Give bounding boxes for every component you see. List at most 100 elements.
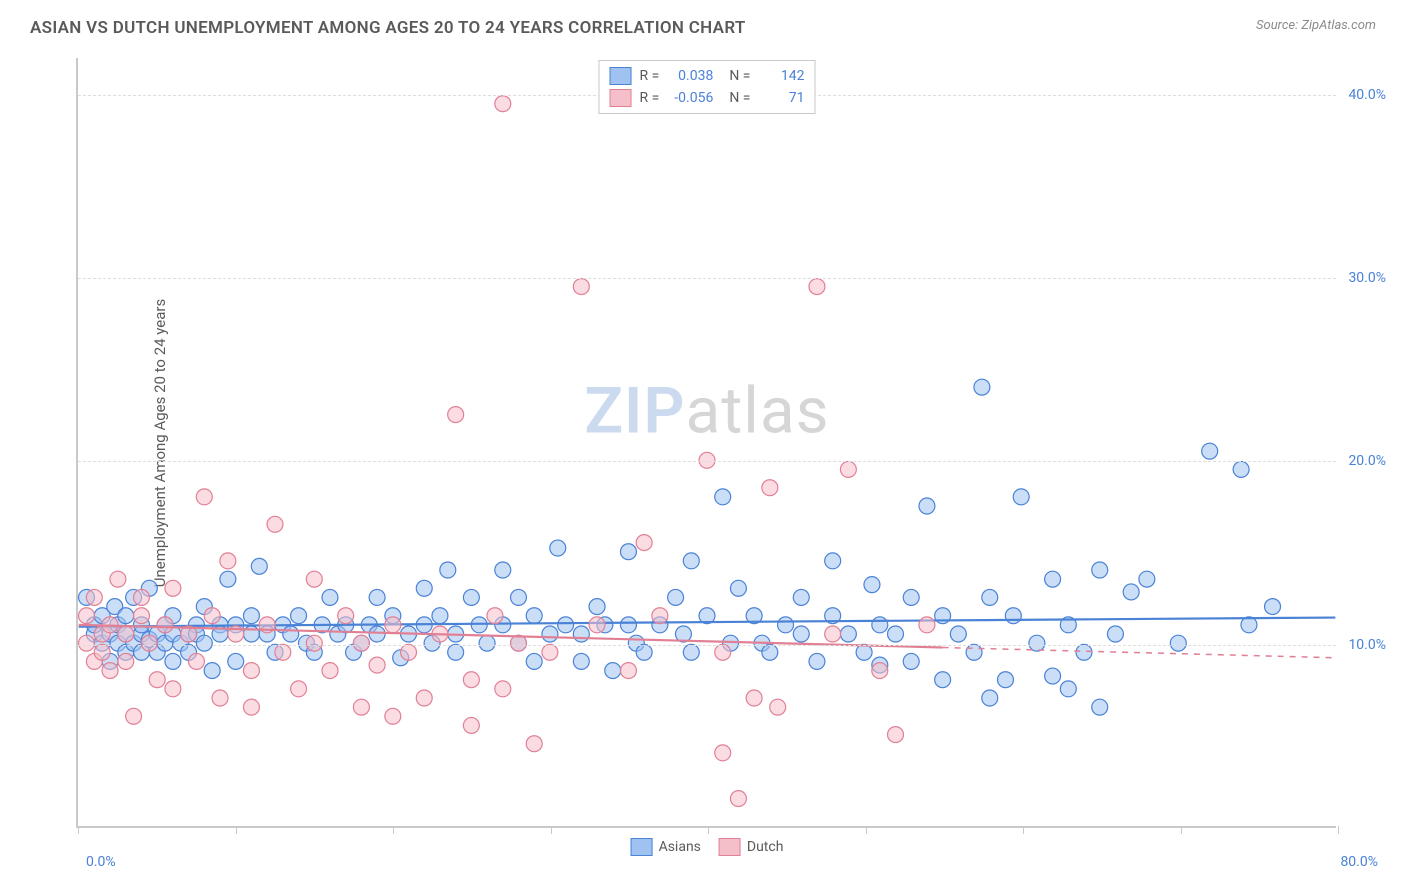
scatter-point (950, 626, 966, 642)
scatter-point (463, 672, 479, 688)
scatter-point (526, 653, 542, 669)
scatter-point (683, 644, 699, 660)
scatter-point (306, 635, 322, 651)
x-tick (866, 826, 867, 834)
legend-label: Asians (659, 839, 701, 855)
scatter-point (864, 577, 880, 593)
scatter-point (620, 617, 636, 633)
plot-area: ZIPatlas R =0.038N =142R =-0.056N =71 0.… (76, 58, 1336, 828)
y-tick-label: 10.0% (1348, 637, 1386, 653)
scatter-point (997, 672, 1013, 688)
scatter-point (204, 663, 220, 679)
scatter-point (825, 626, 841, 642)
scatter-point (1013, 489, 1029, 505)
trend-line-extrapolated (943, 647, 1336, 657)
scatter-point (251, 558, 267, 574)
scatter-point (1060, 681, 1076, 697)
scatter-point (1265, 599, 1281, 615)
gridline (78, 645, 1336, 646)
scatter-point (903, 589, 919, 605)
scatter-point (636, 535, 652, 551)
scatter-point (1045, 571, 1061, 587)
legend-item: Asians (631, 838, 701, 856)
scatter-point (126, 708, 142, 724)
scatter-point (353, 635, 369, 651)
scatter-point (220, 571, 236, 587)
scatter-point (762, 644, 778, 660)
stat-n-value: 71 (758, 90, 804, 106)
scatter-point (243, 663, 259, 679)
scatter-point (856, 644, 872, 660)
scatter-point (118, 653, 134, 669)
x-tick (236, 826, 237, 834)
scatter-point (888, 727, 904, 743)
scatter-point (149, 672, 165, 688)
scatter-point (542, 644, 558, 660)
gridline (78, 461, 1336, 462)
scatter-point (267, 516, 283, 532)
scatter-point (463, 589, 479, 605)
scatter-point (369, 589, 385, 605)
scatter-point (730, 791, 746, 807)
scatter-point (589, 599, 605, 615)
scatter-point (353, 699, 369, 715)
x-tick (78, 826, 79, 834)
scatter-point (1170, 635, 1186, 651)
scatter-point (118, 608, 134, 624)
y-tick-label: 30.0% (1348, 270, 1386, 286)
stat-r-value: -0.056 (667, 90, 713, 106)
scatter-point (79, 608, 95, 624)
stat-n-value: 142 (758, 68, 804, 84)
scatter-point (778, 617, 794, 633)
scatter-point (840, 626, 856, 642)
scatter-point (495, 96, 511, 112)
scatter-point (243, 699, 259, 715)
scatter-point (196, 635, 212, 651)
scatter-point (526, 608, 542, 624)
scatter-point (291, 608, 307, 624)
scatter-point (935, 672, 951, 688)
scatter-point (982, 589, 998, 605)
scatter-point (1029, 635, 1045, 651)
scatter-point (306, 571, 322, 587)
scatter-point (212, 690, 228, 706)
stat-n-label: N = (729, 68, 750, 84)
x-tick (551, 826, 552, 834)
scatter-point (620, 544, 636, 560)
legend-stat-row: R =-0.056N =71 (610, 87, 805, 109)
scatter-point (385, 708, 401, 724)
scatter-point (699, 452, 715, 468)
scatter-point (825, 553, 841, 569)
scatter-point (495, 681, 511, 697)
scatter-point (118, 626, 134, 642)
scatter-point (511, 589, 527, 605)
scatter-point (840, 461, 856, 477)
x-tick (708, 826, 709, 834)
scatter-point (79, 635, 95, 651)
legend-swatch (610, 67, 632, 85)
scatter-point (1139, 571, 1155, 587)
scatter-point (448, 644, 464, 660)
scatter-point (1092, 699, 1108, 715)
legend-stat-row: R =0.038N =142 (610, 65, 805, 87)
scatter-point (196, 489, 212, 505)
x-tick (1181, 826, 1182, 834)
scatter-point (605, 663, 621, 679)
scatter-point (243, 608, 259, 624)
scatter-point (1123, 584, 1139, 600)
scatter-point (228, 653, 244, 669)
scatter-point (322, 663, 338, 679)
scatter-point (573, 653, 589, 669)
scatter-point (416, 580, 432, 596)
scatter-point (94, 644, 110, 660)
chart-title: ASIAN VS DUTCH UNEMPLOYMENT AMONG AGES 2… (30, 18, 746, 38)
scatter-point (416, 690, 432, 706)
scatter-point (283, 626, 299, 642)
y-tick-label: 20.0% (1348, 453, 1386, 469)
scatter-point (573, 626, 589, 642)
scatter-point (1202, 443, 1218, 459)
stat-r-value: 0.038 (667, 68, 713, 84)
scatter-point (369, 626, 385, 642)
scatter-point (165, 681, 181, 697)
scatter-point (770, 699, 786, 715)
